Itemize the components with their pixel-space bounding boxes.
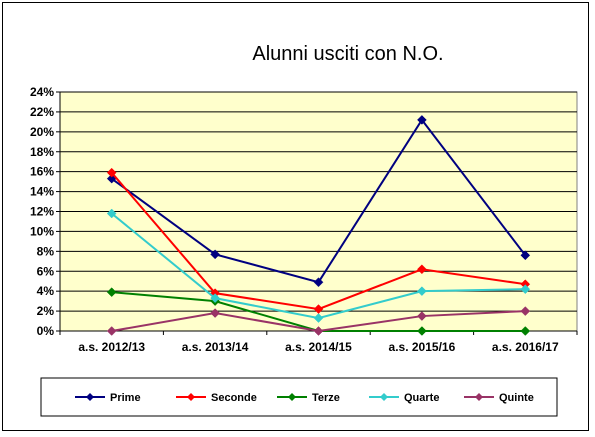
legend-label-terze: Terze bbox=[312, 392, 340, 404]
y-tick-label: 4% bbox=[37, 284, 55, 298]
legend-label-seconde: Seconde bbox=[211, 392, 257, 404]
data-point-terze bbox=[520, 326, 531, 336]
data-point-quarte bbox=[106, 208, 117, 219]
data-point-prime bbox=[210, 249, 220, 260]
line-chart: Alunni usciti con N.O. 0% 2% 4% 6% 8% 10% 12% 1… bbox=[30, 43, 578, 417]
data-point-quinte bbox=[210, 308, 220, 318]
y-tick-label: 12% bbox=[30, 205, 54, 219]
legend: Prime Seconde Terze Quarte Quinte bbox=[40, 377, 558, 417]
data-point-seconde bbox=[417, 264, 427, 275]
y-tick-label: 10% bbox=[30, 224, 54, 238]
y-tick-label: 14% bbox=[30, 185, 54, 199]
data-point-quinte bbox=[106, 326, 117, 336]
chart-title: Alunni usciti con N.O. bbox=[252, 43, 443, 65]
data-point-seconde bbox=[106, 167, 117, 178]
plot-area: 0% 2% 4% 6% 8% 10% 12% 14% 16% 18% 20% 22% 24% a.s. 2… bbox=[30, 85, 578, 354]
data-point-quinte bbox=[417, 311, 427, 321]
data-point-terze bbox=[417, 326, 427, 336]
y-tick-label: 24% bbox=[30, 85, 54, 99]
chart-frame: Alunni usciti con N.O. 0% 2% 4% 6% 8% 10% 12% 1… bbox=[2, 2, 589, 431]
y-tick-label: 20% bbox=[30, 125, 54, 139]
data-point-prime bbox=[520, 250, 531, 261]
x-tick-label: a.s. 2012/13 bbox=[78, 340, 145, 354]
y-tick-label: 16% bbox=[30, 165, 54, 179]
x-tick-label: a.s. 2014/15 bbox=[285, 340, 352, 354]
legend-label-quarte: Quarte bbox=[404, 392, 439, 404]
data-point-quarte bbox=[210, 293, 220, 303]
legend-marker-seconde bbox=[187, 393, 195, 401]
data-point-quarte bbox=[520, 284, 531, 295]
legend-marker-quarte bbox=[380, 393, 388, 401]
y-tick-label: 6% bbox=[37, 264, 55, 278]
y-tick-label: 18% bbox=[30, 145, 54, 159]
data-point-prime bbox=[313, 277, 324, 288]
data-point-quinte bbox=[313, 326, 324, 336]
legend-marker-terze bbox=[288, 393, 296, 401]
data-point-terze bbox=[106, 287, 117, 298]
legend-label-prime: Prime bbox=[110, 392, 141, 404]
data-point-quinte bbox=[520, 306, 531, 316]
legend-marker-quinte bbox=[475, 393, 483, 401]
y-tick-label: 0% bbox=[37, 324, 55, 338]
y-tick-label: 8% bbox=[37, 244, 55, 258]
x-tick-label: a.s. 2016/17 bbox=[492, 340, 559, 354]
data-point-quarte bbox=[313, 313, 324, 323]
x-tick-label: a.s. 2013/14 bbox=[182, 340, 249, 354]
data-point-prime bbox=[417, 115, 427, 125]
y-tick-label: 2% bbox=[37, 304, 55, 318]
data-point-quarte bbox=[417, 286, 427, 297]
legend-marker-prime bbox=[86, 393, 94, 401]
x-tick-label: a.s. 2015/16 bbox=[389, 340, 456, 354]
y-tick-label: 22% bbox=[30, 105, 54, 119]
legend-label-quinte: Quinte bbox=[499, 392, 534, 404]
